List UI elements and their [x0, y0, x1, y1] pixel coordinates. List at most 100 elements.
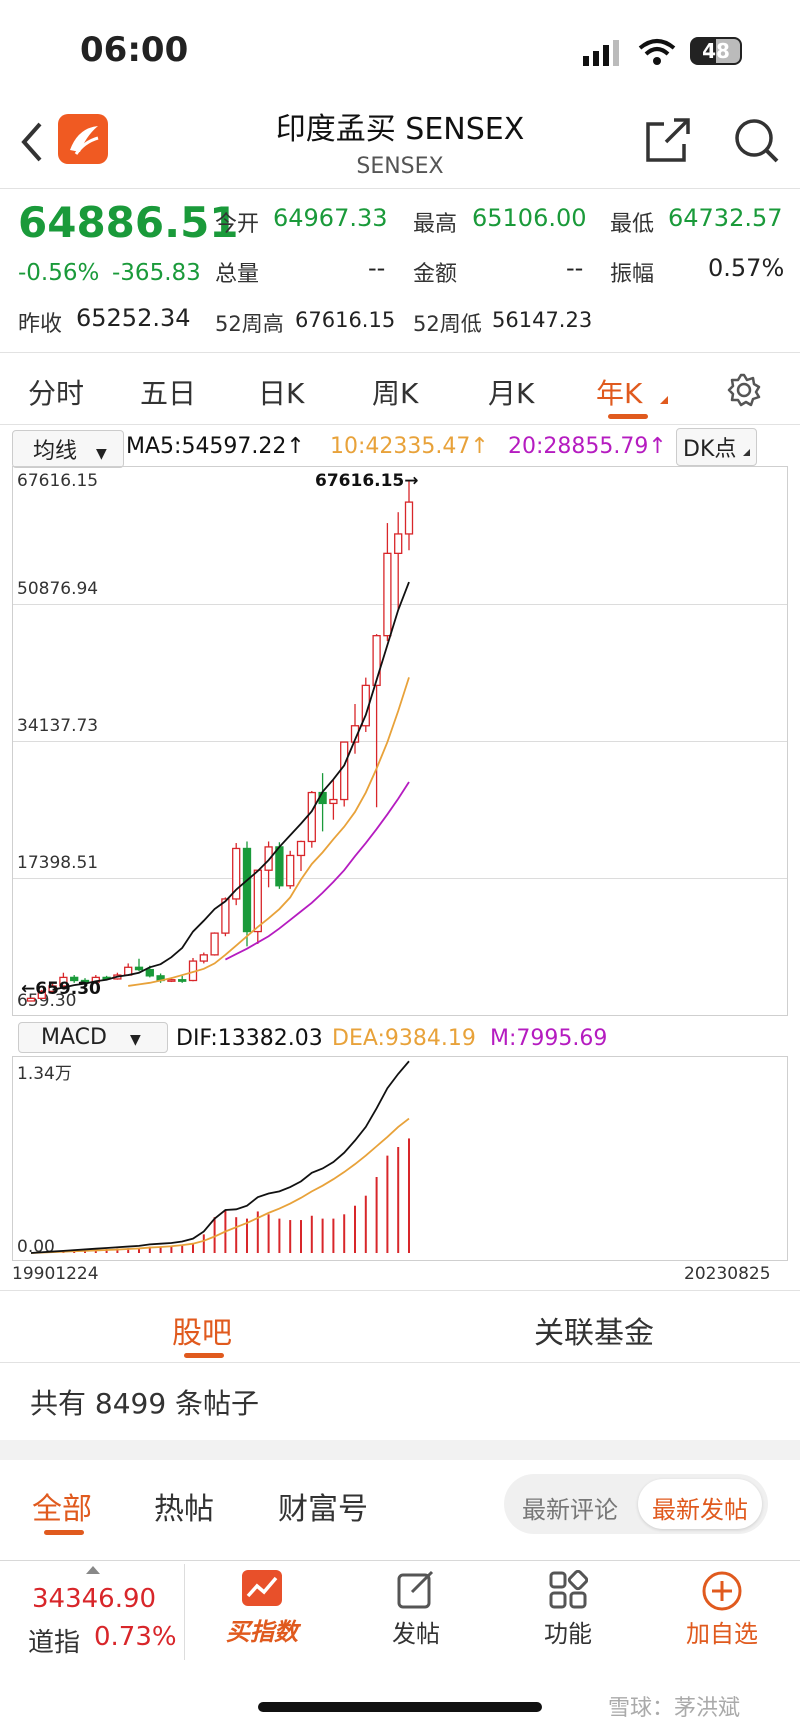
filter-hot[interactable]: 热帖 — [154, 1492, 214, 1527]
buy-index-label: 买指数 — [226, 1618, 298, 1646]
x-end-label: 20230825 — [684, 1264, 771, 1284]
dea-line — [30, 1117, 410, 1254]
candle-body — [80, 979, 90, 983]
tab-dropdown-icon — [660, 396, 668, 404]
add-watchlist-label: 加自选 — [686, 1620, 758, 1648]
sort-active-pill — [638, 1479, 762, 1529]
dif-label: DIF:13382.03 — [176, 1026, 323, 1051]
index-change[interactable]: 0.73% — [94, 1622, 177, 1652]
tab-daily-k[interactable]: 日K — [258, 377, 305, 410]
search-icon[interactable] — [732, 116, 780, 164]
filter-wealth[interactable]: 财富号 — [278, 1492, 368, 1527]
index-name[interactable]: 道指 — [28, 1628, 81, 1658]
macd-y-tick-label: 1.34万 — [17, 1064, 72, 1084]
tab-intraday[interactable]: 分时 — [28, 377, 85, 410]
volume-label: 总量 — [215, 262, 260, 287]
edit-icon — [397, 1570, 434, 1609]
section-divider — [0, 1440, 800, 1460]
candle-body — [329, 798, 338, 805]
macd-selector[interactable]: MACD ▼ — [18, 1022, 168, 1053]
low-annotation: ←659.30 — [21, 979, 101, 999]
tab-yearly-k[interactable]: 年K — [596, 377, 643, 410]
post-label: 发帖 — [392, 1620, 440, 1648]
x-start-label: 19901224 — [12, 1264, 99, 1284]
tab-related-funds[interactable]: 关联基金 — [534, 1316, 654, 1351]
high-value: 65106.00 — [472, 204, 587, 232]
index-value[interactable]: 34346.90 — [32, 1584, 157, 1614]
tab-active-indicator — [608, 414, 648, 419]
y-tick-label: 659.30 — [17, 991, 77, 1011]
post-button[interactable]: 发帖 — [368, 1570, 464, 1649]
open-label: 今开 — [215, 212, 260, 237]
y-tick-label: 67616.15 — [17, 471, 99, 491]
m-label: M:7995.69 — [490, 1026, 608, 1051]
macd-plot — [30, 1060, 410, 1254]
share-icon[interactable] — [644, 116, 692, 164]
dea-label: DEA:9384.19 — [332, 1026, 476, 1051]
nav-header: 印度孟买 SENSEX SENSEX — [0, 100, 800, 188]
y-tick-label: 34137.73 — [17, 716, 99, 736]
high-annotation: 67616.15→ — [315, 471, 419, 491]
change-value: -365.83 — [112, 260, 201, 286]
wk52-low-value: 56147.23 — [492, 308, 593, 332]
app-logo-icon — [58, 114, 108, 164]
filter-all[interactable]: 全部 — [32, 1492, 92, 1527]
candle-body — [178, 979, 187, 982]
kline-plot — [26, 481, 414, 1002]
settings-gear-icon[interactable] — [726, 372, 762, 408]
macd-selector-label: MACD — [41, 1025, 107, 1050]
functions-label: 功能 — [544, 1620, 592, 1648]
amount-label: 金额 — [413, 262, 458, 287]
battery-icon: 48 — [690, 37, 742, 65]
sort-latest-post[interactable]: 最新发帖 — [652, 1496, 748, 1524]
status-time: 06:00 — [80, 30, 189, 70]
tab-guba[interactable]: 股吧 — [172, 1316, 232, 1351]
watermark: 雪球：茅洪斌 — [608, 1696, 741, 1721]
candle-body — [404, 501, 414, 535]
tab-monthly-k[interactable]: 月K — [488, 377, 535, 410]
ma5-label: MA5:54597.22↑ — [126, 434, 305, 459]
amplitude-label: 振幅 — [610, 262, 655, 287]
wifi-icon — [638, 39, 676, 65]
wk52-high-value: 67616.15 — [295, 308, 396, 332]
status-bar: 06:00 48 — [0, 0, 800, 100]
current-price: 64886.51 — [18, 198, 239, 247]
ma-selector-dropdown-icon: ▼ — [96, 446, 107, 462]
amount-value: -- — [566, 254, 584, 282]
wk52-high-label: 52周高 — [215, 312, 284, 336]
tab-five-day[interactable]: 五日 — [140, 377, 197, 410]
sort-latest-comment[interactable]: 最新评论 — [522, 1496, 618, 1524]
index-up-arrow-icon — [86, 1566, 100, 1574]
back-icon[interactable] — [20, 122, 44, 162]
dk-point-label: DK点 — [683, 437, 737, 462]
open-value: 64967.33 — [273, 204, 388, 232]
trend-chart-icon — [242, 1570, 282, 1606]
add-watchlist-button[interactable]: 加自选 — [674, 1570, 770, 1649]
high-label: 最高 — [413, 212, 458, 237]
candle-body — [232, 847, 241, 900]
candle-body — [221, 898, 230, 934]
candle-body — [286, 854, 295, 887]
ma20-line — [224, 781, 410, 961]
dk-point-button[interactable]: DK点 — [676, 428, 758, 466]
y-tick-label: 17398.51 — [17, 853, 99, 873]
candle-body — [340, 741, 349, 801]
dif-line — [30, 1060, 410, 1254]
functions-button[interactable]: 功能 — [520, 1570, 616, 1649]
ma-selector[interactable]: 均线 ▼ — [12, 430, 124, 468]
macd-chart[interactable]: 1.34万 0.00 — [12, 1056, 788, 1261]
tab-weekly-k[interactable]: 周K — [372, 377, 419, 410]
candle-body — [383, 552, 392, 637]
guba-tab-indicator — [184, 1353, 224, 1358]
candle-body — [264, 846, 273, 871]
page-title: 印度孟买 SENSEX — [275, 112, 525, 147]
candle-body — [70, 976, 79, 982]
buy-index-button[interactable]: 买指数 — [214, 1570, 310, 1647]
sort-toggle: 最新评论 最新发帖 — [504, 1474, 768, 1534]
candle-body — [145, 968, 154, 977]
low-label: 最低 — [610, 212, 655, 237]
prev-close-value: 65252.34 — [76, 304, 191, 332]
post-count: 共有 8499 条帖子 — [30, 1387, 260, 1420]
kline-chart[interactable]: 67616.15 50876.94 34137.73 17398.51 659.… — [12, 466, 788, 1016]
candle-body — [26, 997, 36, 1002]
